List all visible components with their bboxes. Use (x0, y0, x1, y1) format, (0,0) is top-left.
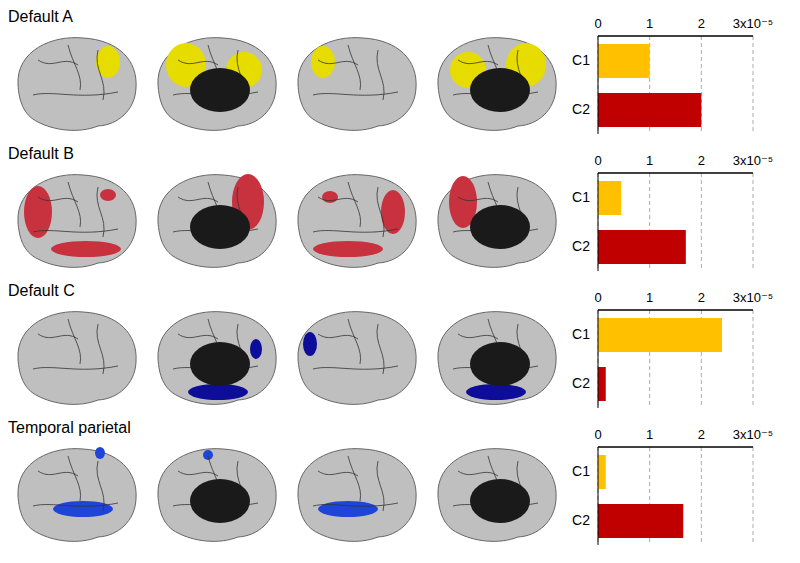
html-text:Default C: Default C (8, 282, 75, 299)
svg-text:1: 1 (646, 427, 653, 442)
svg-text:3x10⁻⁵: 3x10⁻⁵ (733, 427, 773, 442)
svg-text:2: 2 (698, 290, 705, 305)
svg-text:C2: C2 (572, 101, 590, 117)
svg-text:3x10⁻⁵: 3x10⁻⁵ (733, 290, 773, 305)
html-text:Default A: Default A (8, 8, 73, 25)
svg-text:1: 1 (646, 153, 653, 168)
svg-text:C1: C1 (572, 189, 590, 205)
svg-text:C2: C2 (572, 512, 590, 528)
svg-text:2: 2 (698, 427, 705, 442)
svg-text:1: 1 (646, 16, 653, 31)
svg-text:0: 0 (594, 16, 601, 31)
svg-text:1: 1 (646, 290, 653, 305)
svg-text:C2: C2 (572, 375, 590, 391)
html-text:Default B: Default B (8, 145, 74, 162)
svg-text:0: 0 (594, 427, 601, 442)
html-text:Temporal parietal: Temporal parietal (8, 419, 131, 436)
svg-text:2: 2 (698, 16, 705, 31)
svg-text:C1: C1 (572, 326, 590, 342)
svg-text:C2: C2 (572, 238, 590, 254)
svg-text:3x10⁻⁵: 3x10⁻⁵ (733, 16, 773, 31)
svg-text:C1: C1 (572, 52, 590, 68)
svg-text:0: 0 (594, 290, 601, 305)
svg-text:2: 2 (698, 153, 705, 168)
svg-text:0: 0 (594, 153, 601, 168)
svg-text:3x10⁻⁵: 3x10⁻⁵ (733, 153, 773, 168)
svg-text:C1: C1 (572, 463, 590, 479)
